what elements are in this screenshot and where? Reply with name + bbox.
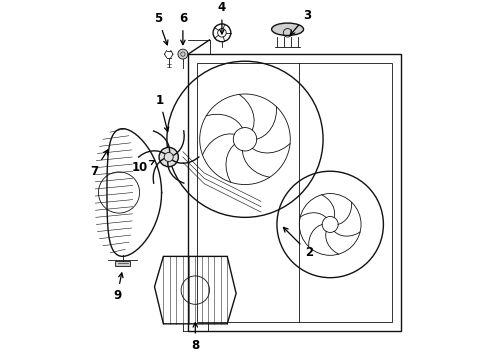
Text: 2: 2	[283, 228, 313, 259]
Text: 5: 5	[154, 12, 168, 45]
Circle shape	[159, 147, 178, 167]
Text: 6: 6	[179, 12, 187, 45]
Text: 3: 3	[290, 9, 311, 35]
Text: 10: 10	[132, 161, 154, 174]
Circle shape	[98, 172, 140, 213]
Text: 7: 7	[90, 150, 108, 178]
Bar	[116, 261, 130, 266]
Circle shape	[178, 49, 188, 59]
Ellipse shape	[271, 23, 304, 36]
Text: 4: 4	[218, 1, 226, 34]
Text: 9: 9	[113, 273, 123, 302]
Text: 1: 1	[156, 94, 169, 132]
Text: 8: 8	[191, 323, 199, 352]
